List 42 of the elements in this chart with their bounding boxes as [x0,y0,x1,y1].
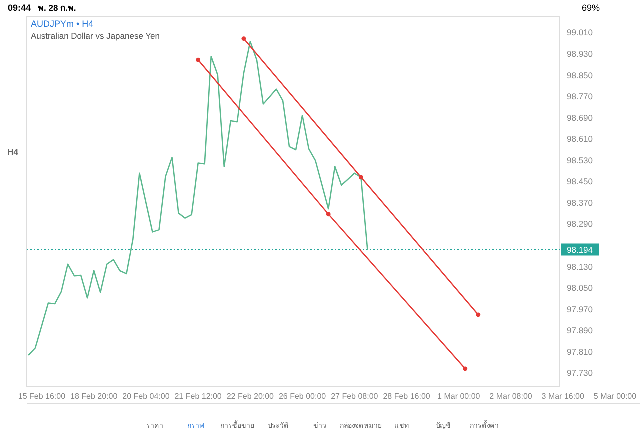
y-tick-label: 97.890 [567,326,594,336]
chart-title: AUDJPYm • H4 [31,19,94,29]
point [326,212,331,217]
text: พ. 28 ก.พ. [38,3,76,13]
x-tick-label: 3 Mar 16:00 [542,392,586,401]
y-tick-label: 98.050 [567,283,594,294]
y-tick-label: 98.770 [567,92,594,102]
line-series [28,41,368,356]
point [463,366,468,372]
text: Australian Dollar vs Japanese Yen [31,31,160,41]
x-tick-label: 22 Feb 20:00 [226,392,275,401]
y-tick-label: 97.810 [567,346,594,357]
x-tick-label: 15 Feb 16:00 [18,392,66,401]
x-tick-label: 20 Feb 04:00 [122,392,170,401]
x-tick-label: 1 Mar 00:00 [438,392,481,401]
y-tick-label: 97.970 [567,304,594,314]
text: 09:44 [8,3,32,13]
y-tick-label: 98.610 [567,134,594,144]
x-tick-label: 21 Feb 12:00 [174,392,222,401]
y-tick-label: 98.130 [567,262,594,272]
text: H4 [8,147,19,157]
y-tick-label: 98.450 [567,176,594,187]
text: 69% [582,3,600,13]
y-tick-label: 98.370 [567,198,594,208]
x-tick-label: 28 Feb 16:00 [383,392,431,401]
y-tick-label: 98.530 [567,155,594,166]
y-tick-label: 98.290 [567,219,594,230]
x-tick-label: 18 Feb 20:00 [70,392,118,401]
ref-line-label: 98.194 [567,245,594,256]
y-tick-label: 98.850 [567,70,594,80]
y-tick-label: 98.930 [567,48,594,59]
point [196,58,201,62]
point [358,175,364,180]
point [242,36,246,42]
x-tick-label: 27 Feb 08:00 [331,392,379,401]
x-tick-label: 26 Feb 00:00 [278,392,327,401]
x-tick-label: 2 Mar 08:00 [490,392,533,401]
y-tick-label: 97.730 [567,368,594,378]
point [476,312,481,318]
y-tick-label: 99.010 [567,28,594,38]
y-tick-label: 98.690 [567,112,594,123]
x-tick-label: 5 Mar 00:00 [594,392,638,401]
